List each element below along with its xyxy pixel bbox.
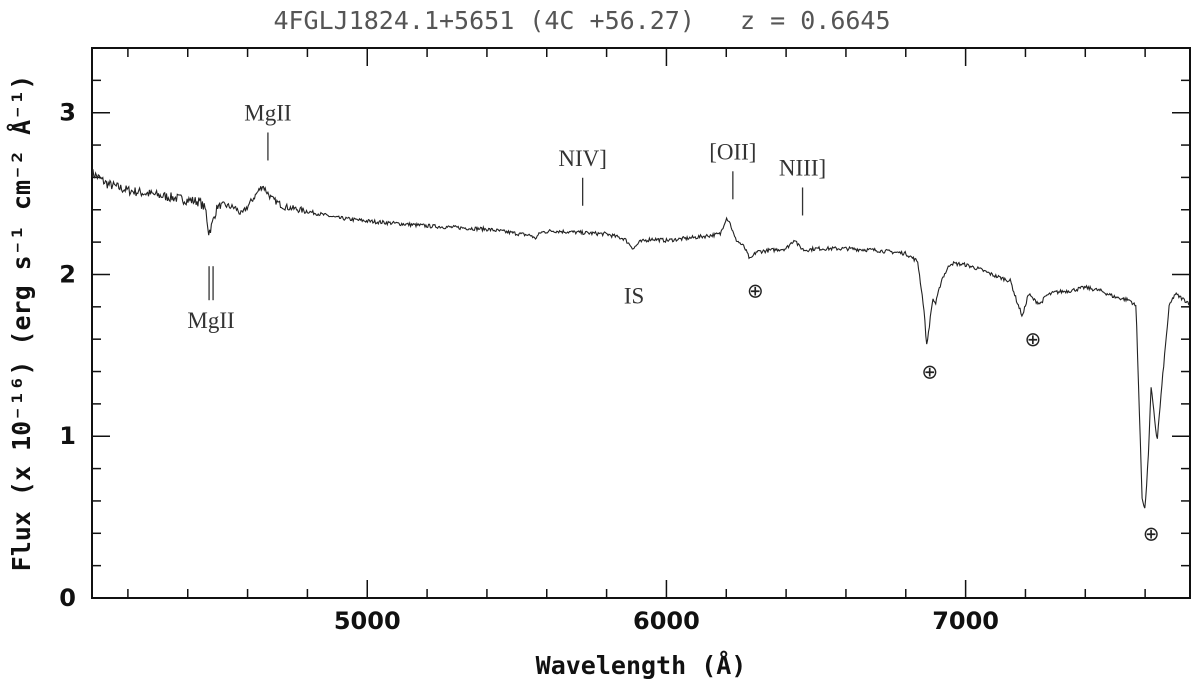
spectrum-series-line (91, 169, 1190, 509)
telluric-marker: ⊕ (921, 360, 938, 384)
telluric-marker: ⊕ (1143, 521, 1160, 545)
x-axis-label: Wavelength (Å) (536, 651, 747, 680)
y-tick-label: 0 (59, 584, 76, 612)
axis-tick-labels: 5000 6000 7000 0 1 2 3 (59, 99, 999, 635)
y-tick-label: 3 (59, 99, 76, 127)
annotation-label: NIV] (558, 146, 607, 171)
chart-title: 4FGLJ1824.1+5651 (4C +56.27) z = 0.6645 (273, 6, 890, 35)
x-tick-label: 6000 (633, 607, 700, 635)
annotation-label: MgII (187, 308, 234, 333)
annotation-label: NIII] (779, 155, 826, 180)
y-tick-label: 2 (59, 260, 76, 288)
x-tick-label: 7000 (932, 607, 999, 635)
annotation-label: [OII] (709, 139, 756, 164)
y-axis-label: Flux (x 10⁻¹⁶) (erg s⁻¹ cm⁻² Å⁻¹) (7, 75, 36, 572)
axis-ticks (92, 47, 1190, 599)
line-annotations: MgII MgII NIV] [OII] NIII] IS (187, 100, 826, 333)
telluric-marker: ⊕ (1025, 327, 1042, 351)
telluric-markers: ⊕ ⊕ ⊕ ⊕ (747, 279, 1160, 546)
annotation-label: MgII (244, 100, 291, 125)
plot-frame (91, 47, 1191, 599)
x-tick-label: 5000 (334, 607, 401, 635)
annotation-label: IS (624, 284, 644, 309)
y-tick-label: 1 (59, 422, 76, 450)
telluric-marker: ⊕ (747, 279, 764, 303)
